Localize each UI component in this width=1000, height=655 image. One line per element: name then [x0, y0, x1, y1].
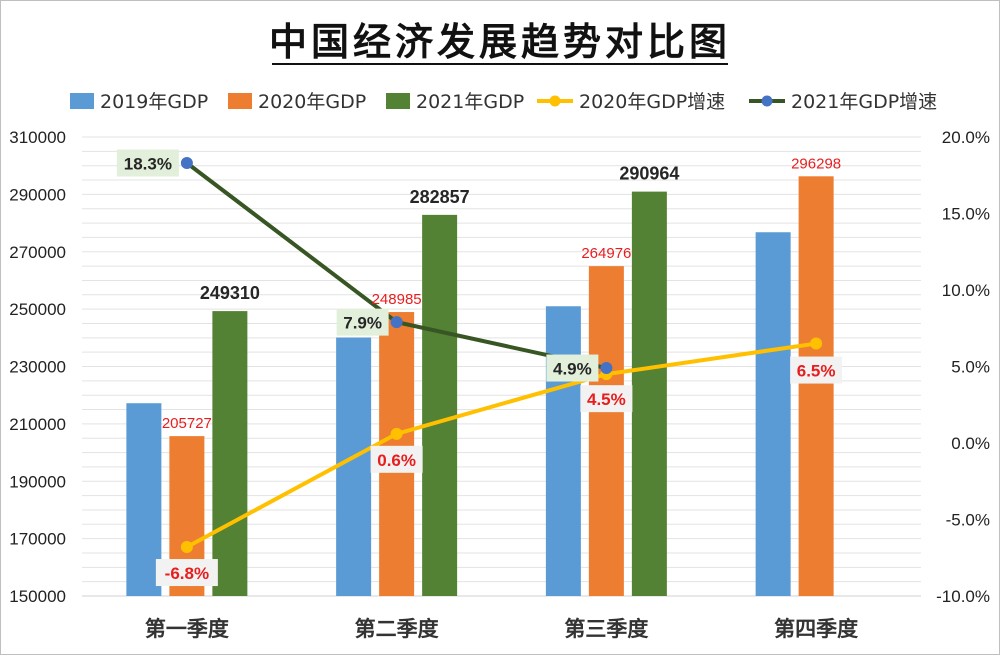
y-tick-label: 230000 — [9, 358, 66, 377]
y-tick-label: 270000 — [9, 243, 66, 262]
bar — [588, 266, 624, 596]
legend-label: 2020年GDP — [258, 91, 366, 113]
legend: 2019年GDP 2020年GDP 2021年GDP 2020年GDP增速 2021年G… — [70, 91, 937, 113]
y-tick-label: 170000 — [9, 530, 66, 549]
y-tick-label: 310000 — [9, 128, 66, 147]
legend-label: 2021年GDP — [416, 91, 524, 113]
data-label-box — [580, 385, 633, 413]
line-data-label: 18.3% — [124, 155, 172, 174]
data-labels-layer: 205727 248985 264976 296298 249310 282857 2909… — [116, 149, 843, 587]
bar-data-label: 205727 — [162, 415, 212, 432]
legend-label: 2019年GDP — [100, 91, 208, 113]
data-label-box — [155, 559, 218, 587]
y2-tick-label: 20.0% — [942, 128, 990, 147]
line-data-label: 0.6% — [377, 451, 416, 470]
y-tick-label: 150000 — [9, 587, 66, 606]
bar-data-label: 296298 — [791, 155, 841, 172]
x-tick-label: 第三季度 — [564, 617, 648, 641]
data-label-box — [790, 356, 843, 384]
bar — [126, 403, 162, 596]
line-point — [180, 541, 193, 554]
line-data-label: 6.5% — [797, 362, 836, 381]
lines-layer — [180, 157, 823, 554]
legend-marker — [761, 95, 773, 107]
y-axis-right: 20.0% 15.0% 10.0% 5.0% 0.0% -5.0% -10.0% — [936, 128, 990, 606]
bar-data-label: 290964 — [619, 164, 679, 184]
line-data-label: 4.5% — [587, 390, 626, 409]
line-data-label: -6.8% — [165, 564, 209, 583]
line-data-label: 4.9% — [553, 360, 592, 379]
x-tick-label: 第四季度 — [774, 617, 858, 641]
legend-marker — [549, 95, 561, 107]
legend-swatch — [228, 93, 252, 109]
data-label-box — [546, 354, 599, 382]
y-tick-label: 190000 — [9, 472, 66, 491]
line-point — [180, 157, 193, 170]
data-label-box — [116, 149, 179, 177]
legend-label: 2021年GDP增速 — [791, 91, 937, 113]
bar-data-label: 282857 — [410, 187, 470, 207]
x-tick-label: 第一季度 — [145, 617, 229, 641]
x-axis: 第一季度 第二季度 第三季度 第四季度 — [145, 617, 858, 641]
y2-tick-label: -10.0% — [936, 587, 990, 606]
series-line — [185, 341, 817, 549]
line-point — [390, 316, 403, 329]
bar — [798, 176, 834, 596]
line-data-label: 7.9% — [343, 314, 382, 333]
legend-swatch — [70, 93, 94, 109]
bar-data-label: 249310 — [200, 283, 260, 303]
bar — [336, 337, 372, 596]
bar — [755, 232, 791, 596]
y2-tick-label: 15.0% — [942, 205, 990, 224]
data-label-box — [336, 308, 389, 336]
line-point — [810, 337, 823, 350]
bar-data-label: 248985 — [372, 291, 422, 308]
bar — [212, 311, 248, 596]
y2-tick-label: 5.0% — [951, 358, 990, 377]
y2-tick-label: -5.0% — [946, 511, 990, 530]
y-tick-label: 210000 — [9, 415, 66, 434]
y-tick-label: 250000 — [9, 300, 66, 319]
y2-tick-label: 0.0% — [951, 434, 990, 453]
y2-tick-label: 10.0% — [942, 281, 990, 300]
y-axis-left: 310000 290000 270000 250000 230000 210000 1900… — [9, 128, 66, 606]
bar — [631, 191, 667, 596]
legend-swatch — [386, 93, 410, 109]
line-point — [600, 362, 613, 375]
bar — [422, 214, 458, 596]
chart-title: 中国经济发展趋势对比图 — [269, 20, 731, 64]
bar — [545, 306, 581, 596]
y-tick-label: 290000 — [9, 185, 66, 204]
bar-data-label: 264976 — [581, 245, 631, 262]
x-tick-label: 第二季度 — [355, 617, 439, 641]
line-point — [390, 427, 403, 440]
legend-label: 2020年GDP增速 — [579, 91, 725, 113]
data-label-box — [370, 445, 423, 473]
